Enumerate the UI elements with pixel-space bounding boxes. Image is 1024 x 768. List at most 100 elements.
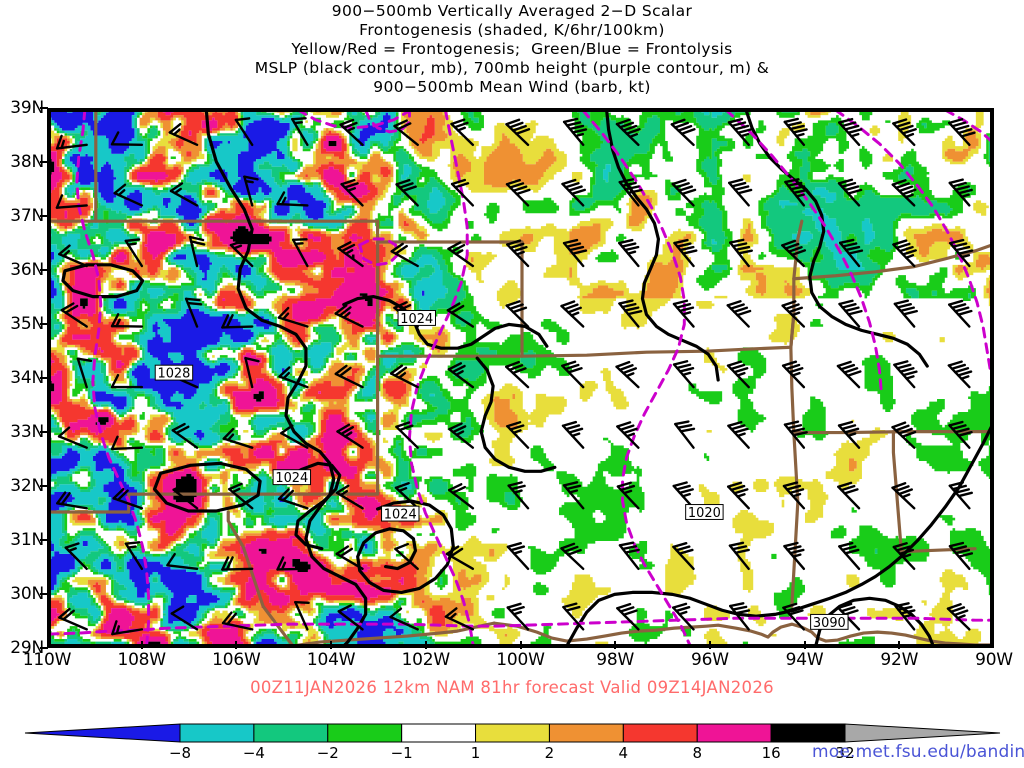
colorbar-swatch-3 [327, 723, 403, 743]
wind-barb [170, 605, 199, 631]
wind-barb [782, 481, 806, 510]
colorbar-label-−1: −1 [390, 744, 413, 762]
colorbar-label-8: 8 [692, 744, 702, 762]
wind-barb [505, 178, 531, 207]
wind-barb [893, 299, 918, 328]
wind-barb [949, 238, 974, 268]
wind-barb [562, 602, 585, 631]
wind-barb [618, 238, 640, 268]
wind-barb [335, 484, 364, 510]
wind-barb [562, 238, 588, 268]
wind-barb [891, 179, 917, 207]
wind-barb [946, 603, 971, 631]
x-axis-tick-106W: 106W [212, 650, 261, 670]
colorbar-label-4: 4 [618, 744, 629, 762]
y-axis-tick-mark [40, 431, 48, 433]
wind-barb [506, 239, 530, 268]
wind-barb [166, 552, 199, 571]
wind-barb [336, 423, 364, 449]
wind-barb [505, 300, 530, 328]
svg-text:1024: 1024 [275, 471, 308, 486]
colorbar-swatch-6 [548, 723, 624, 743]
wind-barb [948, 178, 973, 207]
wind-barb [618, 178, 643, 207]
wind-barb [56, 491, 88, 510]
map-canvas: 1028 1024 1024 1024 1020 3090 [49, 110, 992, 646]
wind-barb [172, 482, 199, 510]
wind-barb [110, 313, 144, 328]
wind-barb [222, 427, 254, 449]
colorbar-cap-low [24, 723, 181, 743]
wind-barb [234, 117, 254, 147]
contour-labels: 1028 1024 1024 1024 1020 3090 [154, 310, 849, 631]
y-axis-tick-39N: 39N [10, 98, 44, 118]
colorbar-label-−4: −4 [242, 744, 265, 762]
frontogenesis-band-8 [49, 110, 404, 646]
wind-barb [505, 360, 530, 389]
x-axis-tick-100W: 100W [496, 650, 545, 670]
wind-barb [110, 373, 144, 389]
wind-barb [837, 178, 863, 207]
wind-barb [726, 360, 750, 389]
wind-barb [447, 241, 475, 268]
wind-barb [444, 607, 475, 631]
svg-text:1024: 1024 [384, 508, 417, 523]
wind-barb [390, 242, 419, 268]
wind-barb [394, 482, 419, 510]
contour-label: 1024 [272, 469, 312, 486]
x-axis-tick-92W: 92W [880, 650, 919, 670]
map-plot-area: 1028 1024 1024 1024 1020 3090 [47, 108, 994, 648]
wind-barb [727, 420, 750, 449]
title-line-1: 900−500mb Vertically Averaged 2−D Scalar [331, 2, 693, 20]
wind-barb [672, 360, 695, 389]
wind-barb [335, 545, 364, 571]
wind-barb [892, 542, 916, 571]
wind-barb [55, 134, 88, 150]
wind-barb [506, 421, 530, 449]
x-axis-tick-96W: 96W [690, 650, 729, 670]
colorbar: −8 −4 −2 −1 1 2 4 8 16 32 [0, 716, 1024, 768]
wind-barb [505, 118, 531, 147]
wind-barb [291, 238, 309, 268]
height-700mb-contours [49, 110, 992, 646]
wind-barb [112, 487, 144, 510]
wind-barb [393, 119, 419, 147]
wind-barb [891, 482, 916, 510]
wind-barb [389, 607, 419, 631]
svg-text:1024: 1024 [400, 312, 433, 327]
wind-barb [506, 541, 530, 571]
wind-barb [728, 178, 753, 207]
svg-text:1020: 1020 [688, 506, 721, 521]
contour-label: 1028 [154, 364, 194, 382]
wind-barb [615, 118, 641, 147]
chart-title-block: 900−500mb Vertically Averaged 2−D Scalar… [0, 2, 1024, 97]
wind-barb [507, 481, 530, 510]
contour-label: 1024 [397, 310, 436, 327]
wind-barb [110, 435, 144, 451]
wind-barb [616, 421, 640, 449]
wind-barb [291, 117, 309, 147]
wind-barb [837, 602, 861, 631]
y-axis-tick-30N: 30N [10, 584, 44, 604]
wind-barb [838, 299, 863, 328]
wind-barb [447, 362, 475, 389]
wind-barb [280, 424, 309, 449]
title-line-3: Yellow/Red = Frontogenesis; Green/Blue =… [291, 40, 733, 58]
wind-barb [893, 360, 918, 389]
wind-barb [837, 420, 861, 449]
colorbar-swatch-1 [179, 723, 255, 743]
wind-barb [783, 117, 808, 147]
y-axis-tick-mark [40, 485, 48, 487]
wind-barb [671, 602, 695, 631]
wind-barb [76, 357, 93, 389]
wind-barb [672, 542, 695, 571]
wind-barb [783, 541, 806, 571]
colorbar-label-2: 2 [544, 744, 555, 762]
wind-barb [277, 306, 309, 328]
wind-barb [277, 488, 309, 510]
wind-barb [171, 422, 199, 449]
wind-barb [562, 117, 588, 147]
x-axis-tick-108W: 108W [117, 650, 166, 670]
y-axis-tick-mark [40, 269, 48, 271]
